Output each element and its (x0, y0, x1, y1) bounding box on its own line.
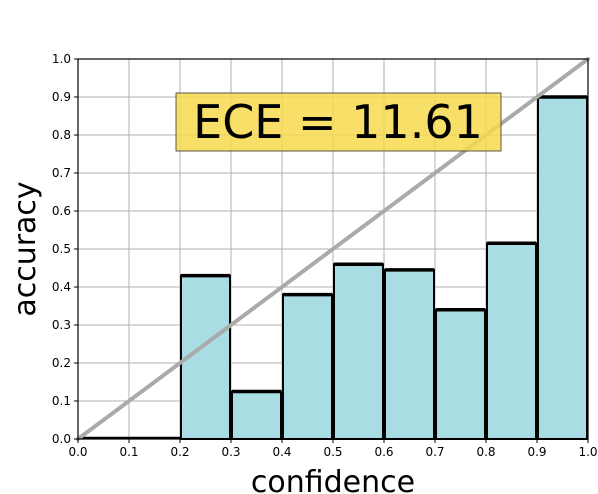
bar-6 (384, 268, 435, 440)
perfect-calibration-line (76, 57, 590, 441)
x-tick-label-4: 0.4 (272, 445, 291, 459)
bar-4 (282, 293, 333, 440)
y-tick-label-8: 0.8 (52, 128, 71, 142)
bar-5 (333, 263, 384, 441)
y-tick-label-5: 0.5 (52, 242, 71, 256)
ece-annotation: ECE = 11.61 (175, 92, 502, 152)
bar-7 (435, 308, 486, 440)
bar-8 (486, 242, 537, 440)
y-tick-label-9: 0.9 (52, 90, 71, 104)
bar-9 (537, 96, 588, 440)
y-tick-label-1: 0.1 (52, 394, 71, 408)
x-axis-ticks: 0.0 0.1 0.2 0.3 0.4 0.5 0.6 0.7 0.8 0.9 1.0 (68, 439, 598, 459)
ece-box (175, 92, 502, 152)
x-tick-label-9: 0.9 (527, 445, 546, 459)
x-tick-label-0: 0.0 (68, 445, 87, 459)
y-tick-label-6: 0.6 (52, 204, 71, 218)
x-axis-label: confidence (251, 465, 415, 494)
x-tick-label-2: 0.2 (170, 445, 189, 459)
y-axis-ticks: 0.0 0.1 0.2 0.3 0.4 0.5 0.6 0.7 0.8 0.9 1.0 (52, 52, 78, 446)
x-tick-label-3: 0.3 (221, 445, 240, 459)
x-tick-label-7: 0.7 (425, 445, 444, 459)
y-tick-label-2: 0.2 (52, 356, 71, 370)
y-axis-label: accuracy (8, 181, 43, 316)
x-tick-label-10: 1.0 (578, 445, 597, 459)
x-tick-label-5: 0.5 (323, 445, 342, 459)
y-tick-label-10: 1.0 (52, 52, 71, 66)
x-tick-label-6: 0.6 (374, 445, 393, 459)
ece-label: ECE = 11.61 (193, 95, 483, 149)
y-tick-label-3: 0.3 (52, 318, 71, 332)
bar-3 (231, 390, 282, 440)
x-tick-label-8: 0.8 (476, 445, 495, 459)
y-tick-label-4: 0.4 (52, 280, 71, 294)
x-tick-label-1: 0.1 (119, 445, 138, 459)
y-tick-label-0: 0.0 (52, 432, 71, 446)
y-tick-label-7: 0.7 (52, 166, 71, 180)
